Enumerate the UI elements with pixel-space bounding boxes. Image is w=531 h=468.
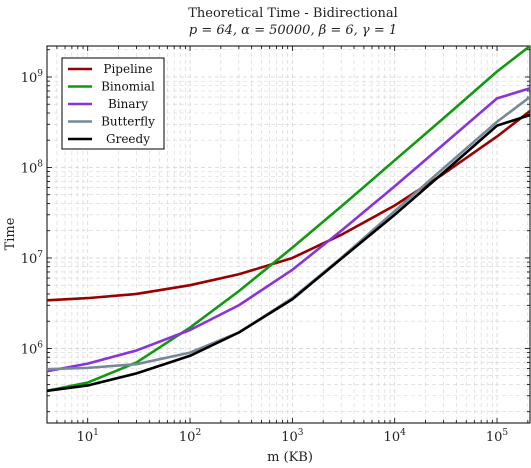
series-line-greedy bbox=[47, 113, 530, 393]
legend: Pipeline Binomial Binary Butterfly Greedy bbox=[61, 57, 165, 150]
x-tick-labels: 101 102 103 104 105 bbox=[77, 428, 509, 445]
x-tick-label: 104 bbox=[384, 428, 407, 445]
chart-subtitle: p = 64, α = 50000, β = 6, γ = 1 bbox=[189, 23, 397, 38]
series-line-binary bbox=[47, 86, 530, 373]
chart-title: Theoretical Time - Bidirectional bbox=[188, 6, 398, 21]
y-tick-label: 108 bbox=[21, 159, 44, 176]
y-tick-label: 106 bbox=[21, 340, 44, 357]
legend-label-binary: Binary bbox=[108, 97, 148, 111]
legend-label-greedy: Greedy bbox=[106, 132, 150, 146]
y-tick-labels: 106 107 108 109 bbox=[21, 69, 44, 357]
legend-label-pipeline: Pipeline bbox=[103, 62, 152, 76]
x-axis-label: m (KB) bbox=[267, 450, 313, 465]
series-line-binomial bbox=[47, 46, 530, 393]
series-lines bbox=[47, 46, 530, 393]
x-tick-label: 103 bbox=[281, 428, 304, 445]
x-tick-label: 101 bbox=[77, 428, 99, 445]
y-axis-label: Time bbox=[3, 217, 18, 250]
legend-label-binomial: Binomial bbox=[101, 80, 155, 94]
y-tick-label: 107 bbox=[21, 250, 44, 267]
series-line-pipeline bbox=[47, 109, 530, 302]
axes bbox=[46, 45, 531, 424]
legend-label-butterfly: Butterfly bbox=[101, 115, 155, 129]
plot-frame bbox=[46, 45, 531, 424]
x-tick-label: 105 bbox=[486, 428, 509, 445]
y-tick-label: 109 bbox=[21, 69, 44, 86]
x-tick-label: 102 bbox=[179, 428, 201, 445]
